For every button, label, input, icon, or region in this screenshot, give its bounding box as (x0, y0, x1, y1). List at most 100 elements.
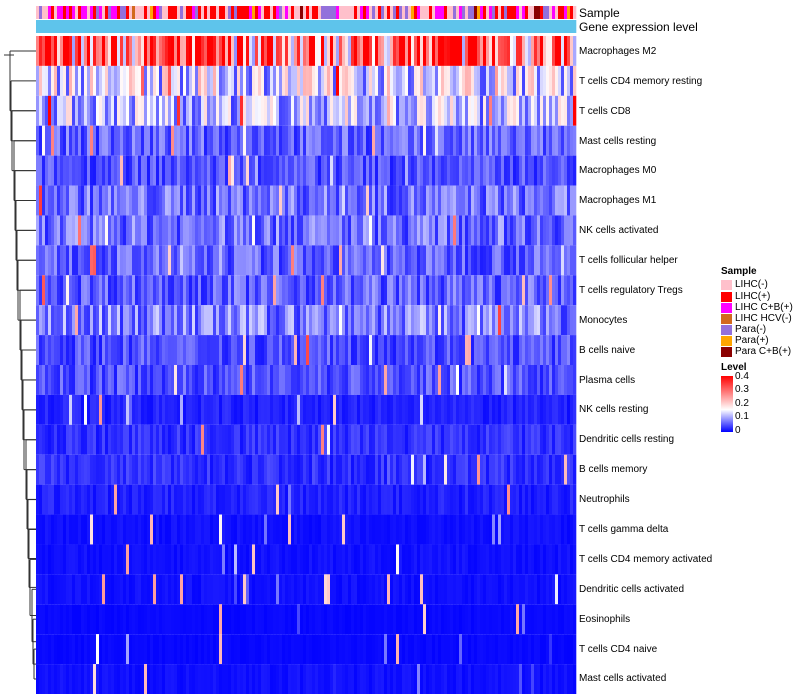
heatmap-cell (555, 664, 559, 694)
heatmap-cell (360, 365, 364, 395)
heatmap-cell (198, 215, 202, 246)
heatmap-cell (423, 634, 427, 665)
heatmap-cell (126, 394, 130, 425)
heatmap-cell (168, 155, 172, 186)
heatmap-cell (537, 305, 541, 336)
heatmap-cell (303, 125, 307, 156)
heatmap-cell (348, 454, 352, 485)
heatmap-cell (483, 155, 487, 186)
heatmap-cell (162, 185, 166, 216)
heatmap-cell (81, 664, 85, 694)
heatmap-cell (516, 185, 520, 216)
heatmap-cell (309, 65, 313, 96)
heatmap-cell (393, 604, 397, 635)
heatmap-cell (201, 664, 205, 694)
heatmap-cell (432, 454, 436, 485)
heatmap-cell (444, 574, 448, 605)
heatmap-cell (81, 275, 85, 306)
heatmap-cell (81, 514, 85, 545)
heatmap-cell (39, 305, 43, 336)
heatmap-cell (354, 604, 358, 635)
heatmap-cell (495, 604, 499, 635)
heatmap-cell (561, 335, 565, 365)
heatmap-cell (84, 544, 88, 575)
heatmap-cell (489, 514, 493, 545)
heatmap-cell (402, 95, 406, 126)
heatmap-cell (66, 544, 70, 575)
heatmap-cell (273, 215, 277, 246)
heatmap-cell (132, 664, 136, 694)
heatmap-cell (255, 305, 259, 336)
heatmap-cell (432, 335, 436, 365)
heatmap-cell (519, 335, 523, 365)
heatmap-cell (48, 185, 52, 216)
heatmap-cell (375, 125, 379, 156)
heatmap-cell (78, 125, 82, 156)
heatmap-cell (327, 65, 331, 96)
heatmap-cell (84, 155, 88, 186)
heatmap-cell (225, 335, 229, 365)
heatmap-cell (393, 305, 397, 336)
annotation-cell-sample (270, 6, 274, 19)
heatmap-cell (456, 604, 460, 635)
heatmap-cell (297, 544, 301, 575)
heatmap-cell (402, 394, 406, 425)
heatmap-cell (189, 365, 193, 395)
heatmap-cell (495, 544, 499, 575)
heatmap-cell (150, 484, 154, 515)
heatmap-cell (519, 544, 523, 575)
heatmap-cell (282, 604, 286, 635)
heatmap-cell (477, 275, 481, 306)
heatmap-cell (114, 155, 118, 186)
heatmap-cell (204, 215, 208, 246)
heatmap-cell (39, 365, 43, 395)
heatmap-cell (252, 215, 256, 246)
heatmap-cell (129, 604, 133, 635)
heatmap-cell (372, 335, 376, 365)
heatmap-cell (300, 185, 304, 216)
heatmap-cell (168, 514, 172, 545)
heatmap-cell (195, 664, 199, 694)
heatmap-cell (168, 424, 172, 455)
heatmap-cell (135, 125, 139, 156)
heatmap-cell (573, 36, 577, 66)
heatmap-cell (384, 574, 388, 605)
row-label: Macrophages M1 (579, 195, 657, 206)
heatmap-cell (420, 125, 424, 156)
heatmap-cell (525, 514, 529, 545)
heatmap-cell (432, 275, 436, 306)
heatmap-cell (558, 484, 562, 515)
heatmap-cell (537, 574, 541, 605)
heatmap-cell (468, 574, 472, 605)
heatmap-cell (240, 424, 244, 455)
annotation-cell-sample (306, 6, 310, 19)
heatmap-cell (96, 335, 100, 365)
heatmap-cell (69, 245, 73, 276)
heatmap-cell (489, 95, 493, 126)
heatmap-cell (489, 305, 493, 336)
heatmap-cell (204, 335, 208, 365)
heatmap-cell (396, 125, 400, 156)
heatmap-cell (174, 454, 178, 485)
heatmap-cell (255, 574, 259, 605)
heatmap-cell (183, 305, 187, 336)
heatmap-cell (465, 275, 469, 306)
heatmap-cell (465, 335, 469, 365)
heatmap-cell (339, 365, 343, 395)
heatmap-cell (435, 664, 439, 694)
heatmap-cell (192, 155, 196, 186)
heatmap-cell (354, 574, 358, 605)
heatmap-cell (414, 664, 418, 694)
heatmap-cell (108, 365, 112, 395)
heatmap-cell (501, 604, 505, 635)
heatmap-cell (447, 215, 451, 246)
heatmap-cell (459, 215, 463, 246)
heatmap-cell (99, 125, 103, 156)
heatmap-cell (432, 484, 436, 515)
heatmap-cell (417, 215, 421, 246)
heatmap-cell (258, 95, 262, 126)
heatmap-cell (477, 95, 481, 126)
heatmap-cell (228, 604, 232, 635)
heatmap-cell (186, 215, 190, 246)
heatmap-cell (153, 185, 157, 216)
